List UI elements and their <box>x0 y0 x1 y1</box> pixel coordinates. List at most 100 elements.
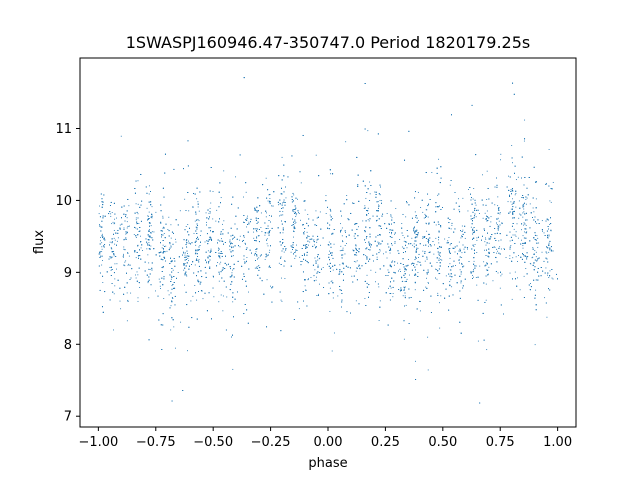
data-point <box>148 297 150 299</box>
data-point <box>163 249 164 251</box>
data-point <box>280 256 282 258</box>
data-point <box>488 237 490 239</box>
data-point <box>300 219 301 221</box>
data-point <box>369 181 371 183</box>
data-point <box>426 223 427 225</box>
data-point <box>126 221 128 223</box>
data-point <box>170 329 172 331</box>
data-point <box>101 233 103 235</box>
data-point <box>546 316 548 318</box>
data-point <box>284 278 286 280</box>
data-point <box>206 221 207 223</box>
data-point <box>223 170 225 172</box>
data-point <box>392 293 394 294</box>
data-point <box>101 242 103 244</box>
data-point <box>294 257 296 259</box>
data-point <box>356 260 358 262</box>
data-point <box>331 280 333 282</box>
data-point <box>119 228 121 230</box>
data-point <box>494 204 496 206</box>
data-point <box>209 266 211 268</box>
data-point <box>490 216 492 218</box>
data-point <box>290 251 292 253</box>
data-point <box>474 202 476 204</box>
data-point <box>294 221 296 222</box>
data-point <box>113 293 115 295</box>
data-point <box>478 213 480 214</box>
data-point <box>340 245 342 247</box>
data-point <box>472 198 474 200</box>
data-point <box>340 223 342 225</box>
data-point <box>341 249 343 251</box>
data-point <box>378 242 380 244</box>
data-point <box>389 232 390 234</box>
data-point <box>267 189 269 191</box>
data-point <box>139 235 141 237</box>
data-point <box>124 261 126 263</box>
data-point <box>379 200 381 202</box>
data-point <box>515 206 517 208</box>
data-point <box>340 229 342 231</box>
data-point <box>168 294 170 296</box>
data-point <box>187 257 189 259</box>
data-point <box>523 224 525 226</box>
data-point <box>345 232 346 233</box>
data-point <box>209 207 211 209</box>
data-point <box>517 261 518 262</box>
data-point <box>255 251 257 253</box>
data-point <box>232 268 234 270</box>
data-point <box>394 243 396 244</box>
data-point <box>435 224 437 226</box>
data-point <box>532 256 534 258</box>
data-point <box>424 260 426 262</box>
data-point <box>390 247 391 249</box>
data-point <box>196 249 198 251</box>
data-point <box>515 231 517 233</box>
data-point <box>404 286 406 288</box>
data-point <box>497 205 499 207</box>
data-point <box>389 265 391 267</box>
scatter-points <box>98 77 558 404</box>
data-point <box>355 245 357 247</box>
data-point <box>474 244 476 246</box>
data-point <box>163 226 165 228</box>
data-point <box>510 201 512 203</box>
data-point <box>548 242 550 244</box>
data-point <box>544 297 546 299</box>
data-point <box>392 296 394 298</box>
data-point <box>218 273 220 275</box>
data-point <box>524 243 526 244</box>
data-point <box>233 237 234 239</box>
data-point <box>422 250 424 252</box>
data-point <box>426 256 428 258</box>
data-point <box>299 256 301 258</box>
data-point <box>185 240 187 242</box>
data-point <box>201 290 203 292</box>
data-point <box>196 198 198 200</box>
data-point <box>128 255 130 257</box>
data-point <box>122 255 124 257</box>
data-point <box>496 248 498 250</box>
data-point <box>137 245 139 247</box>
data-point <box>329 208 331 210</box>
data-point <box>436 269 438 271</box>
data-point <box>497 217 499 219</box>
data-point <box>546 182 547 184</box>
data-point <box>475 216 477 218</box>
data-point <box>114 278 116 280</box>
data-point <box>378 206 380 208</box>
data-point <box>161 266 163 268</box>
data-point <box>497 250 499 252</box>
data-point <box>135 217 137 219</box>
data-point <box>293 236 294 238</box>
data-point <box>112 253 114 254</box>
data-point <box>182 251 184 253</box>
data-point <box>403 289 405 291</box>
data-point <box>344 253 346 255</box>
data-point <box>404 281 406 282</box>
data-point <box>163 233 165 234</box>
data-point <box>522 247 524 249</box>
data-point <box>381 215 383 217</box>
data-point <box>353 261 355 262</box>
data-point <box>509 272 511 274</box>
